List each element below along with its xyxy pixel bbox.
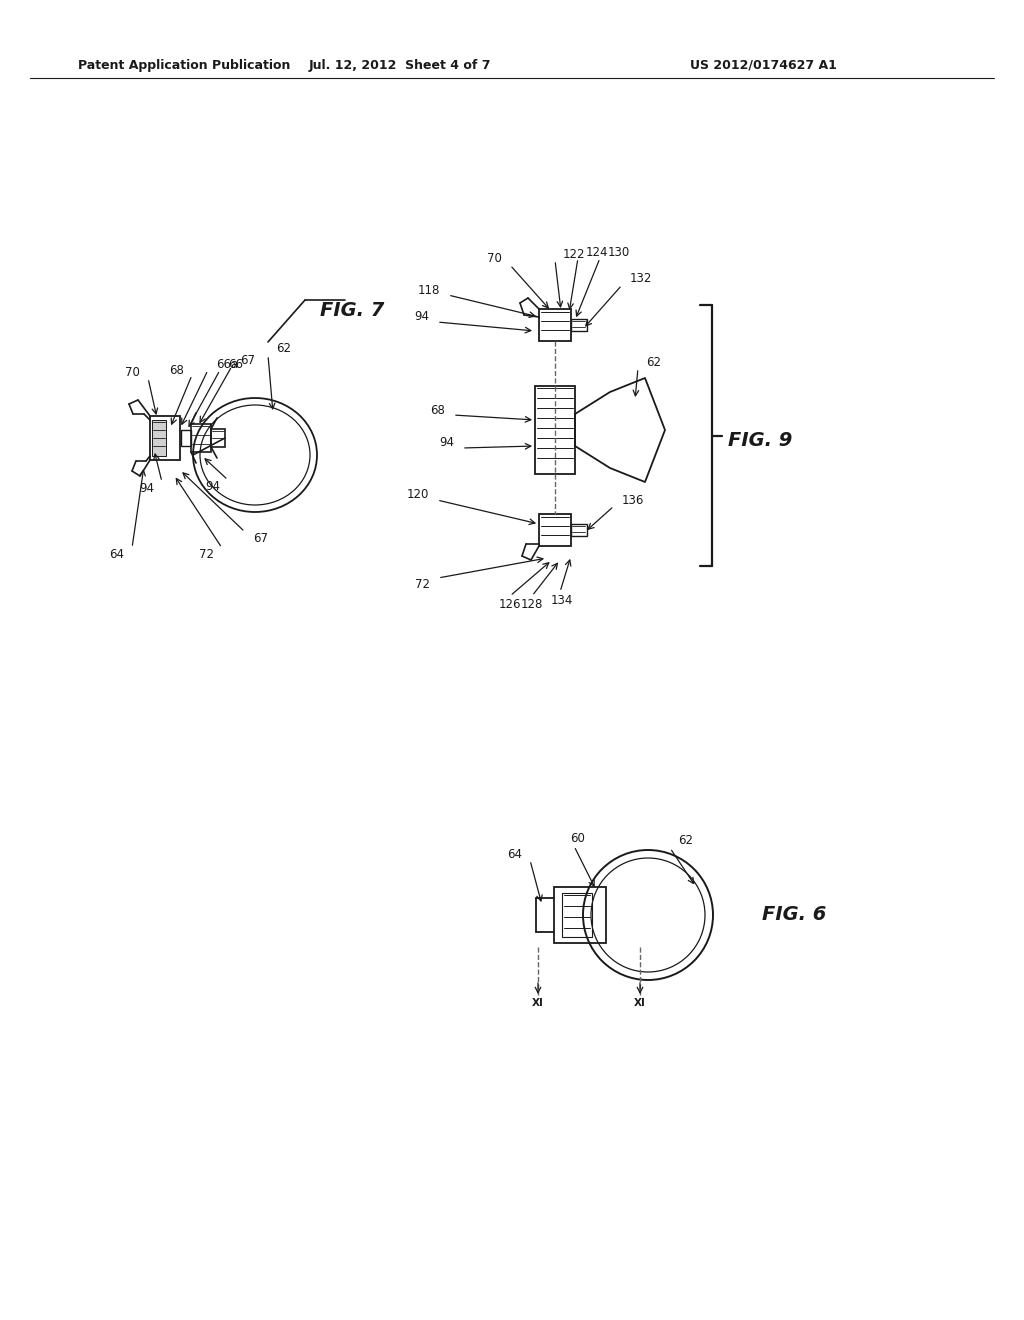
Text: 120: 120 (407, 488, 429, 502)
Text: 66: 66 (228, 358, 243, 371)
Bar (554, 887, 606, 942)
Text: FIG. 6: FIG. 6 (762, 906, 826, 924)
Text: 60: 60 (570, 833, 586, 846)
Text: 72: 72 (199, 548, 214, 561)
Text: 94: 94 (205, 479, 220, 492)
Text: FIG. 7: FIG. 7 (319, 301, 384, 319)
Bar (211, 429, 225, 447)
Text: FIG. 9: FIG. 9 (728, 432, 793, 450)
Bar (535, 385, 575, 474)
Text: US 2012/0174627 A1: US 2012/0174627 A1 (690, 58, 837, 71)
Bar (181, 430, 191, 446)
Text: 67: 67 (240, 354, 255, 367)
Text: 124: 124 (586, 246, 608, 259)
Text: 64: 64 (109, 548, 124, 561)
Text: 62: 62 (276, 342, 291, 355)
Text: 68: 68 (430, 404, 445, 417)
Text: 94: 94 (439, 437, 454, 450)
Text: 134: 134 (551, 594, 573, 606)
Text: 72: 72 (415, 578, 430, 590)
Text: 94: 94 (139, 482, 154, 495)
Text: 66a: 66a (216, 358, 239, 371)
Text: 128: 128 (521, 598, 543, 610)
Text: 62: 62 (678, 834, 693, 847)
Text: 70: 70 (487, 252, 502, 265)
Text: 64: 64 (507, 847, 522, 861)
Text: 68: 68 (169, 363, 184, 376)
Text: 62: 62 (646, 355, 662, 368)
Text: 132: 132 (630, 272, 652, 285)
Text: 122: 122 (563, 248, 586, 260)
Text: 136: 136 (622, 494, 644, 507)
Text: Jul. 12, 2012  Sheet 4 of 7: Jul. 12, 2012 Sheet 4 of 7 (309, 58, 492, 71)
Bar (539, 513, 571, 546)
Text: XI: XI (532, 998, 544, 1008)
Text: 67: 67 (253, 532, 268, 544)
Bar (571, 524, 587, 536)
Text: 118: 118 (418, 284, 440, 297)
Text: 70: 70 (125, 367, 140, 380)
Text: Patent Application Publication: Patent Application Publication (78, 58, 291, 71)
Text: XI: XI (634, 998, 646, 1008)
Bar (562, 894, 592, 937)
Bar (571, 319, 587, 331)
Bar (150, 416, 180, 459)
Bar (191, 424, 211, 451)
Bar (539, 309, 571, 341)
Text: 94: 94 (414, 310, 429, 323)
Text: 130: 130 (608, 246, 630, 259)
Bar (152, 420, 166, 455)
Text: 126: 126 (499, 598, 521, 610)
